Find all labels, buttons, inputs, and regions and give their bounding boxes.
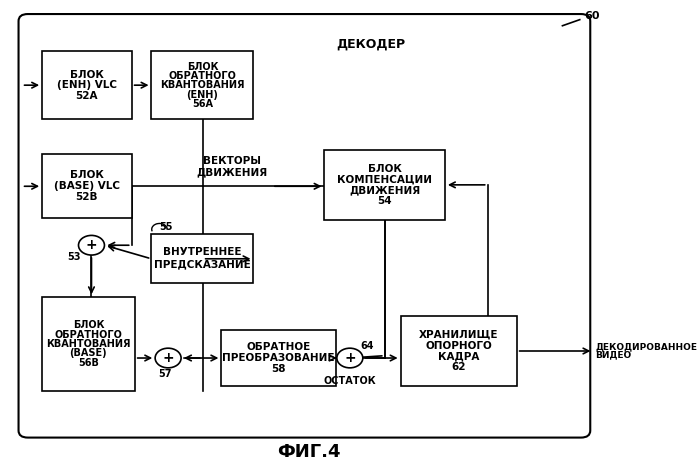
FancyBboxPatch shape	[18, 14, 590, 438]
Text: ФИГ.4: ФИГ.4	[277, 443, 341, 461]
Text: КОМПЕНСАЦИИ: КОМПЕНСАЦИИ	[337, 175, 433, 184]
Text: ВИДЕО: ВИДЕО	[595, 350, 631, 359]
Text: ВНУТРЕННЕЕ: ВНУТРЕННЕЕ	[163, 248, 242, 257]
Text: БЛОК: БЛОК	[368, 164, 402, 174]
Text: БЛОК: БЛОК	[73, 320, 104, 330]
Bar	[151, 51, 253, 119]
Text: ОСТАТОК: ОСТАТОК	[323, 376, 376, 386]
Text: 64: 64	[360, 341, 374, 351]
Text: КВАНТОВАНИЯ: КВАНТОВАНИЯ	[46, 339, 131, 349]
Text: ОБРАТНОЕ: ОБРАТНОЕ	[246, 342, 311, 352]
Text: ПРЕОБРАЗОВАНИЕ: ПРЕОБРАЗОВАНИЕ	[222, 353, 335, 363]
Circle shape	[78, 235, 104, 255]
Text: КАДРА: КАДРА	[438, 351, 480, 361]
Text: ОБРАТНОГО: ОБРАТНОГО	[55, 329, 122, 340]
Text: +: +	[344, 351, 356, 365]
Bar	[400, 316, 517, 386]
Text: (ENH) VLC: (ENH) VLC	[57, 80, 117, 90]
Text: ДЕКОДЕР: ДЕКОДЕР	[336, 38, 405, 51]
Bar	[325, 150, 445, 220]
Bar	[42, 297, 134, 391]
Bar	[42, 154, 132, 218]
Bar	[151, 234, 253, 283]
Text: БЛОК: БЛОК	[187, 62, 218, 72]
Text: (BASE) VLC: (BASE) VLC	[54, 181, 120, 191]
Text: ХРАНИЛИЩЕ: ХРАНИЛИЩЕ	[419, 330, 498, 340]
Text: 54: 54	[377, 196, 392, 206]
Text: 57: 57	[158, 369, 172, 380]
Text: 53: 53	[67, 252, 81, 262]
Bar	[221, 330, 335, 386]
Text: 52В: 52В	[76, 192, 98, 202]
Text: +: +	[162, 351, 174, 365]
Bar	[42, 51, 132, 119]
Text: 60: 60	[584, 11, 600, 22]
Text: 55: 55	[159, 221, 172, 232]
Text: 56А: 56А	[192, 99, 213, 109]
Text: +: +	[85, 238, 97, 252]
Text: БЛОК: БЛОК	[70, 70, 104, 80]
Text: ВЕКТОРЫ
ДВИЖЕНИЯ: ВЕКТОРЫ ДВИЖЕНИЯ	[196, 156, 267, 178]
Text: 62: 62	[452, 362, 466, 372]
Text: БЛОК: БЛОК	[70, 170, 104, 180]
Text: 52А: 52А	[76, 91, 98, 101]
Text: 56В: 56В	[78, 358, 99, 368]
Text: 58: 58	[271, 364, 286, 374]
Text: ОБРАТНОГО: ОБРАТНОГО	[169, 71, 237, 81]
Text: (BASE): (BASE)	[69, 348, 107, 358]
Text: ОПОРНОГО: ОПОРНОГО	[425, 341, 492, 351]
Circle shape	[155, 348, 181, 368]
Text: КВАНТОВАНИЯ: КВАНТОВАНИЯ	[160, 80, 245, 90]
Text: ПРЕДСКАЗАНИЕ: ПРЕДСКАЗАНИЕ	[154, 260, 251, 270]
Text: ДВИЖЕНИЯ: ДВИЖЕНИЯ	[349, 185, 421, 195]
Circle shape	[337, 348, 363, 368]
Text: ДЕКОДИРОВАННОЕ: ДЕКОДИРОВАННОЕ	[595, 343, 697, 352]
Text: (ENH): (ENH)	[186, 90, 218, 100]
